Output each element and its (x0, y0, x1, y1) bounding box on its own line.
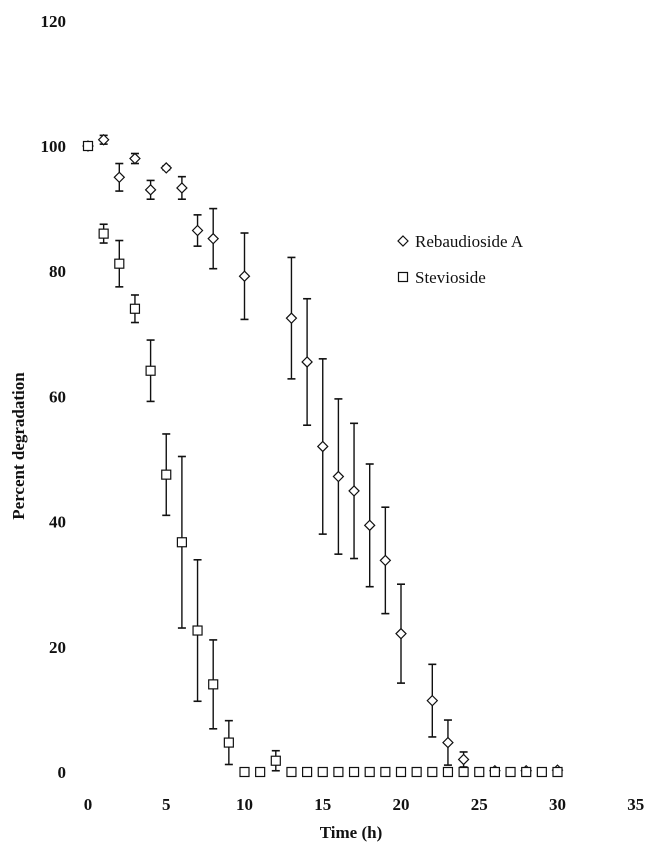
data-point-stevioside (442, 766, 454, 778)
y-tick-label: 100 (41, 137, 67, 156)
x-tick-label: 35 (627, 795, 644, 814)
data-point-rebaudioside-a (332, 470, 345, 483)
data-point-stevioside (536, 766, 547, 778)
data-point-rebaudioside-a (316, 440, 329, 453)
data-point-stevioside (489, 766, 500, 778)
y-tick-label: 60 (49, 387, 66, 406)
data-point-rebaudioside-a (363, 519, 376, 532)
data-point-stevioside (348, 766, 360, 778)
diamond-icon (397, 235, 409, 247)
data-point-rebaudioside-a (348, 485, 360, 497)
data-point-stevioside (129, 303, 141, 314)
x-tick-label: 5 (162, 795, 171, 814)
data-point-stevioside (98, 228, 109, 239)
data-point-stevioside (427, 766, 438, 778)
data-point-rebaudioside-a (395, 627, 407, 640)
x-tick-label: 15 (314, 795, 331, 814)
data-point-stevioside (395, 766, 407, 778)
data-point-stevioside (521, 766, 532, 778)
data-point-rebaudioside-a (301, 356, 313, 368)
legend-label-rebaudioside-a: Rebaudioside A (415, 232, 524, 251)
x-tick-label: 10 (236, 795, 253, 814)
data-point-stevioside (552, 766, 563, 778)
legend: Rebaudioside A Stevioside (397, 232, 524, 287)
data-point-rebaudioside-a (191, 224, 204, 237)
data-markers (82, 133, 564, 778)
y-tick-label: 80 (49, 262, 66, 281)
data-point-stevioside (208, 679, 219, 690)
data-point-rebaudioside-a (442, 736, 454, 749)
data-point-rebaudioside-a (379, 554, 392, 567)
legend-item-stevioside: Stevioside (397, 268, 486, 287)
data-point-stevioside (239, 766, 250, 778)
y-tick-label: 20 (49, 638, 66, 657)
x-axis-title: Time (h) (320, 823, 383, 842)
data-point-stevioside (364, 766, 375, 778)
data-point-rebaudioside-a (238, 270, 251, 283)
data-point-rebaudioside-a (160, 162, 173, 174)
data-point-rebaudioside-a (129, 152, 141, 165)
data-point-stevioside (161, 469, 172, 480)
data-point-stevioside (255, 766, 266, 778)
y-axis-ticks: 0 20 40 60 80 100 120 (41, 12, 67, 782)
data-point-stevioside (333, 766, 344, 778)
data-point-stevioside (317, 766, 328, 778)
data-point-stevioside (145, 365, 156, 376)
x-tick-label: 20 (393, 795, 410, 814)
x-tick-label: 0 (84, 795, 93, 814)
legend-label-stevioside: Stevioside (415, 268, 486, 287)
x-tick-label: 30 (549, 795, 566, 814)
data-point-stevioside (411, 766, 422, 778)
data-point-stevioside (458, 766, 469, 778)
data-point-stevioside (380, 766, 391, 778)
data-point-stevioside (302, 766, 313, 778)
data-point-stevioside (223, 737, 234, 748)
data-point-rebaudioside-a (457, 753, 470, 766)
data-point-stevioside (82, 140, 94, 152)
x-tick-label: 25 (471, 795, 488, 814)
y-tick-label: 120 (41, 12, 67, 31)
y-tick-label: 40 (49, 513, 66, 532)
data-point-rebaudioside-a (285, 312, 298, 324)
data-point-stevioside (286, 766, 297, 778)
data-point-stevioside (192, 625, 203, 636)
y-axis-title: Percent degradation (9, 372, 28, 520)
data-point-stevioside (114, 258, 125, 269)
data-point-rebaudioside-a (113, 171, 126, 184)
error-bars (99, 134, 468, 772)
data-point-stevioside (505, 766, 516, 778)
x-axis-ticks: 0 5 10 15 20 25 30 35 (84, 795, 645, 814)
data-point-stevioside (270, 755, 281, 766)
data-point-rebaudioside-a (144, 183, 157, 196)
data-point-rebaudioside-a (97, 133, 110, 146)
data-point-rebaudioside-a (426, 694, 439, 707)
data-point-stevioside (176, 537, 187, 548)
legend-item-rebaudioside-a: Rebaudioside A (397, 232, 524, 251)
data-point-rebaudioside-a (176, 182, 188, 194)
square-icon (397, 271, 409, 283)
data-point-rebaudioside-a (207, 232, 220, 245)
y-tick-label: 0 (58, 763, 67, 782)
data-point-stevioside (474, 766, 485, 778)
